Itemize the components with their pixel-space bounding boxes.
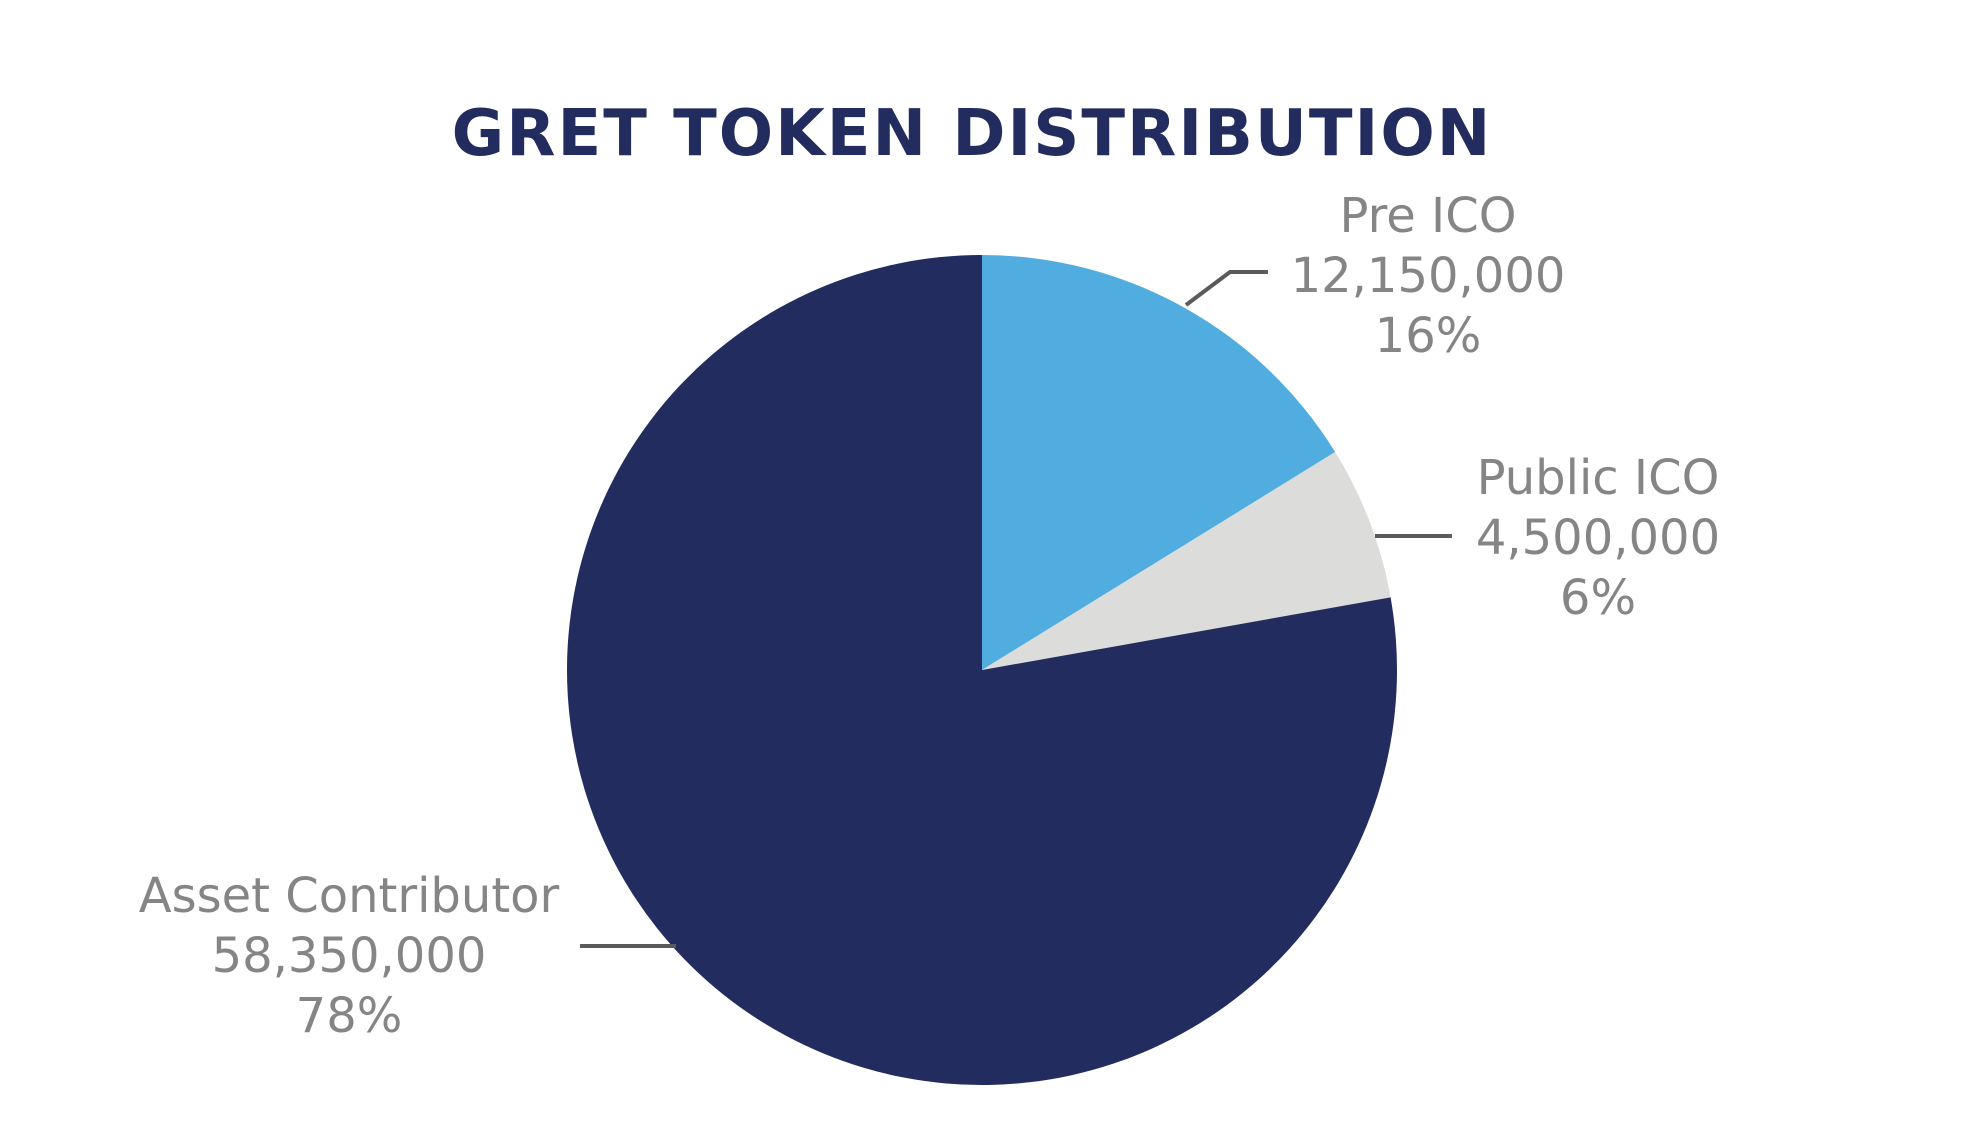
slice-percent-asset-contributor: 78%: [296, 988, 403, 1044]
label-public-ico: Public ICO 4,500,000 6%: [1375, 450, 1720, 626]
slice-percent-pre-ico: 16%: [1375, 308, 1482, 364]
pie-slice-public-ico: [982, 452, 1391, 670]
leader-line-pre-ico: [1184, 270, 1268, 307]
slice-value-pre-ico: 12,150,000: [1291, 248, 1566, 304]
label-pre-ico: Pre ICO 12,150,000 16%: [1184, 188, 1566, 364]
slice-value-asset-contributor: 58,350,000: [212, 928, 487, 984]
pie-slice-pre-ico: [982, 255, 1336, 670]
slice-name-asset-contributor: Asset Contributor: [139, 868, 560, 924]
slice-percent-public-ico: 6%: [1560, 570, 1636, 626]
pie-slice-asset-contributor: [566, 255, 1397, 1085]
chart-title: GRET TOKEN DISTRIBUTION: [452, 97, 1493, 171]
slice-name-pre-ico: Pre ICO: [1339, 188, 1516, 244]
slice-name-public-ico: Public ICO: [1477, 450, 1720, 506]
label-asset-contributor: Asset Contributor 58,350,000 78%: [139, 868, 676, 1044]
slice-value-public-ico: 4,500,000: [1476, 510, 1720, 566]
pie-slices: [566, 255, 1397, 1085]
